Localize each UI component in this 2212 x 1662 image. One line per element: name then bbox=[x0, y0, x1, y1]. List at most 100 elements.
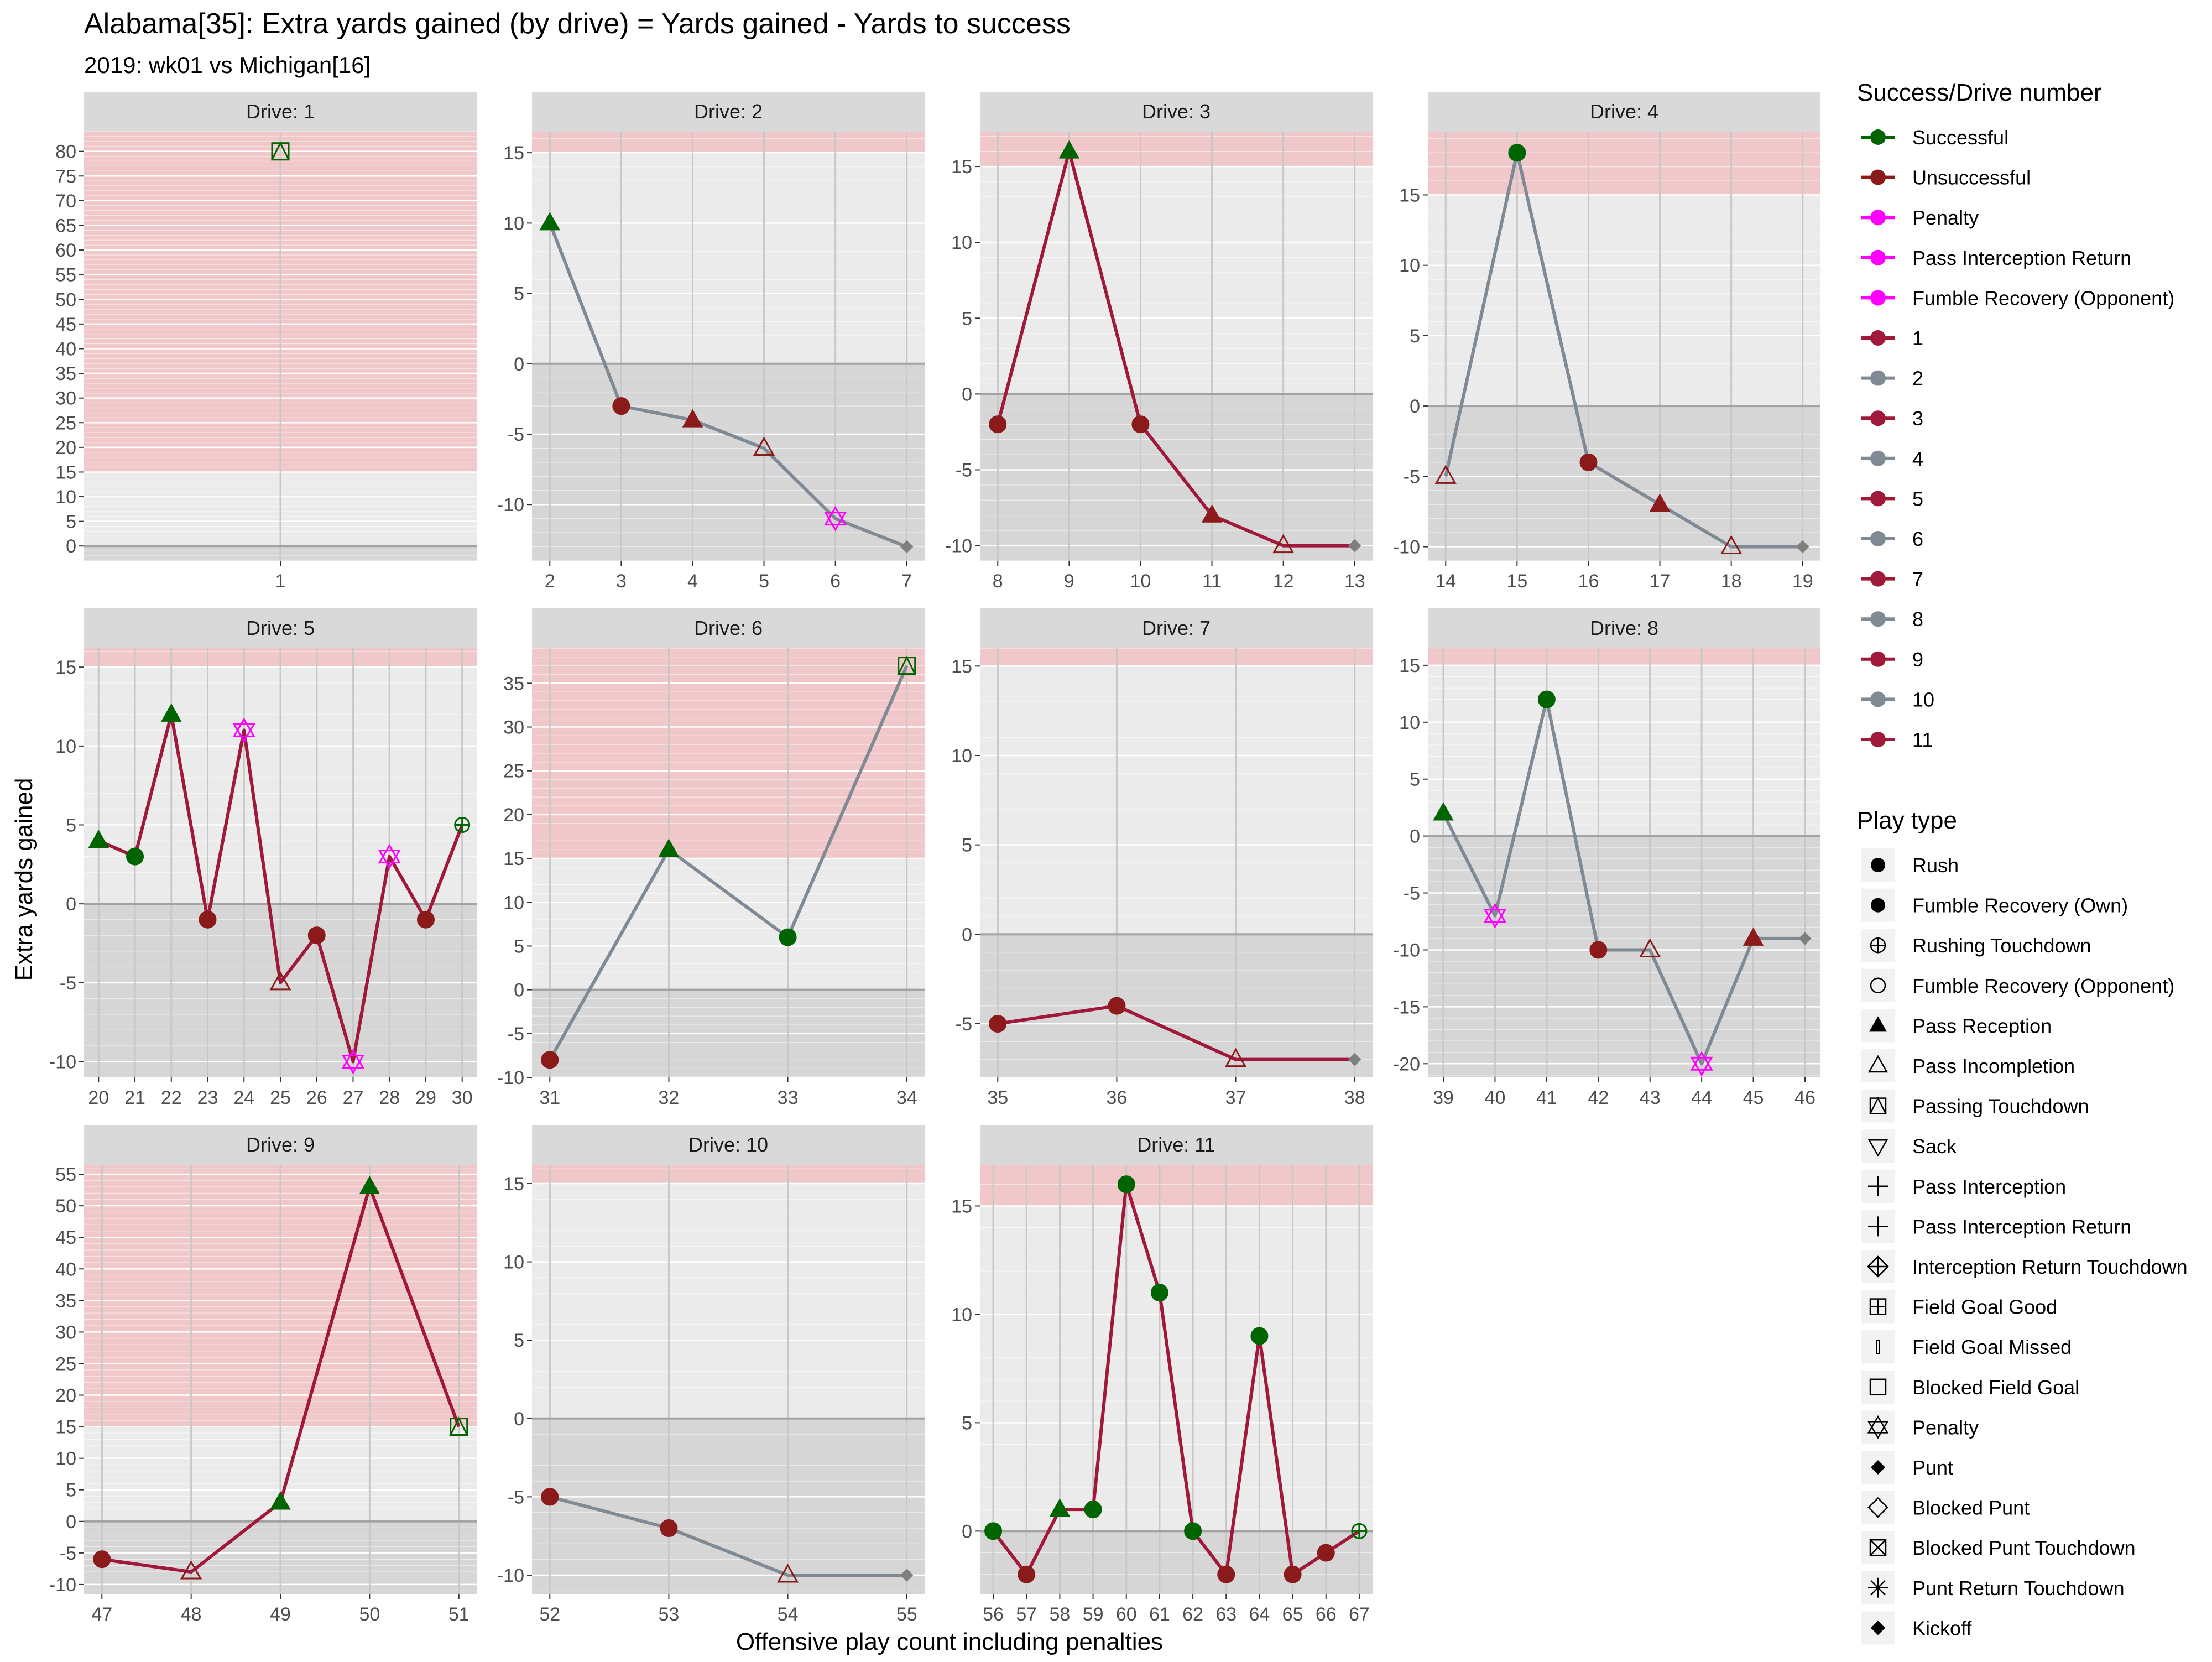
data-point bbox=[824, 506, 847, 532]
facet-strip bbox=[980, 92, 1373, 132]
x-tick-label: 33 bbox=[778, 1087, 799, 1108]
facet-panel-3: Drive: 3 -10 -5 0 5 10 15 8 9 10 11 12 13 bbox=[945, 92, 1373, 592]
data-point bbox=[1250, 1327, 1269, 1345]
legend-success-item: 10 bbox=[1861, 688, 1934, 711]
pass-incompletion-marker bbox=[269, 971, 291, 991]
pass-reception-marker bbox=[682, 409, 703, 428]
facet-panel-11: Drive: 11 0 5 10 15 56 57 58 59 60 61 62 63 64 65 66 67 bbox=[951, 1125, 1373, 1625]
legend-label: Passing Touchdown bbox=[1912, 1095, 2089, 1118]
x-tick-label: 42 bbox=[1588, 1087, 1609, 1108]
y-tick-label: 10 bbox=[951, 746, 972, 767]
x-tick-label: 65 bbox=[1282, 1604, 1303, 1625]
y-tick-label: 50 bbox=[55, 289, 76, 310]
rush-marker bbox=[984, 1522, 1003, 1540]
penalty-marker bbox=[378, 843, 401, 864]
y-tick-label: 10 bbox=[1399, 256, 1420, 277]
data-point bbox=[779, 928, 797, 946]
data-point bbox=[307, 926, 326, 945]
drive-line bbox=[996, 149, 1355, 548]
y-tick-label: 0 bbox=[962, 924, 972, 945]
y-tick-label: 60 bbox=[55, 240, 76, 261]
rush-marker bbox=[1018, 1565, 1036, 1583]
open-circle-icon bbox=[1870, 977, 1886, 994]
legend-success-item: Successful bbox=[1861, 126, 2008, 149]
y-tick-label: 5 bbox=[1410, 769, 1420, 790]
y-tick-label: 5 bbox=[514, 936, 524, 957]
data-point bbox=[378, 843, 401, 869]
vertical-grid bbox=[997, 132, 1356, 561]
success-zone bbox=[980, 132, 1373, 167]
x-tick-label: 21 bbox=[124, 1087, 145, 1108]
open-square-icon bbox=[1869, 1378, 1887, 1396]
legend-success-item: 2 bbox=[1861, 367, 1923, 390]
pass-reception-marker bbox=[1649, 493, 1671, 512]
y-tick-label: 15 bbox=[503, 848, 524, 869]
x-tick-label: 52 bbox=[539, 1604, 560, 1625]
y-tick-label: 0 bbox=[514, 1409, 524, 1430]
x-tick-label: 39 bbox=[1433, 1087, 1454, 1108]
success-zone bbox=[1428, 648, 1820, 665]
data-point bbox=[88, 830, 109, 848]
y-tick-label: 5 bbox=[962, 835, 972, 856]
punt-marker bbox=[900, 540, 914, 554]
legend-label: Penalty bbox=[1912, 206, 1979, 229]
data-point bbox=[1433, 802, 1454, 821]
legend-success-item: 9 bbox=[1861, 648, 1923, 671]
drive-line bbox=[1444, 151, 1803, 549]
y-tick-label: -10 bbox=[49, 1575, 76, 1596]
legend-label: Field Goal Good bbox=[1912, 1296, 2057, 1319]
y-tick-label: 30 bbox=[55, 388, 76, 409]
punt-marker bbox=[1348, 1053, 1361, 1066]
facet-strip bbox=[980, 1125, 1373, 1165]
legend-label: 6 bbox=[1912, 528, 1923, 550]
penalty-marker bbox=[341, 1049, 365, 1069]
success-zone bbox=[980, 1165, 1373, 1206]
data-point bbox=[682, 409, 703, 428]
y-tick-label: 30 bbox=[503, 717, 524, 738]
data-point bbox=[341, 1049, 365, 1075]
x-tick-label: 3 bbox=[616, 571, 627, 592]
legend-key-point bbox=[1870, 290, 1886, 306]
x-tick-label: 66 bbox=[1316, 1604, 1337, 1625]
x-tick-label: 50 bbox=[359, 1604, 380, 1625]
y-tick-label: 10 bbox=[1399, 712, 1420, 733]
filled-triangle-icon bbox=[1869, 1016, 1887, 1032]
legend-playtype-item: Rushing Touchdown bbox=[1861, 929, 2091, 962]
y-tick-label: 5 bbox=[66, 815, 76, 836]
legend-key-bg bbox=[1861, 968, 1895, 1002]
facet-strip-label: Drive: 11 bbox=[1137, 1133, 1215, 1156]
data-point bbox=[161, 703, 182, 722]
x-tick-label: 47 bbox=[91, 1604, 112, 1625]
penalty-marker bbox=[824, 506, 847, 526]
legend-label: Pass Incompletion bbox=[1912, 1055, 2075, 1077]
data-point bbox=[270, 1491, 291, 1510]
rush-marker bbox=[1217, 1565, 1235, 1583]
y-tick-label: 40 bbox=[55, 1259, 76, 1280]
x-tick-label: 41 bbox=[1536, 1087, 1557, 1108]
y-tick-label: 15 bbox=[503, 143, 524, 164]
y-tick-label: -5 bbox=[508, 1024, 524, 1045]
legend-key-bg bbox=[1861, 1491, 1895, 1524]
data-point bbox=[1348, 1053, 1361, 1066]
x-tick-label: 27 bbox=[343, 1087, 364, 1108]
legend-success-item: 5 bbox=[1861, 487, 1923, 510]
data-point bbox=[1201, 504, 1223, 523]
x-tick-label: 9 bbox=[1064, 571, 1074, 592]
x-tick-label: 16 bbox=[1578, 571, 1599, 592]
y-tick-label: 5 bbox=[66, 512, 76, 533]
facet-panel-10: Drive: 10 -10 -5 0 5 10 15 52 53 54 55 bbox=[497, 1125, 925, 1625]
negative-region bbox=[1428, 836, 1820, 1077]
legend-label: 8 bbox=[1912, 608, 1923, 631]
y-tick-label: 50 bbox=[55, 1196, 76, 1217]
pass-incompletion-marker bbox=[1720, 535, 1743, 555]
legend-label: 2 bbox=[1912, 367, 1923, 390]
legend-playtype-item: Blocked Punt Touchdown bbox=[1861, 1531, 2136, 1565]
rush-marker bbox=[1284, 1565, 1302, 1583]
y-tick-label: 5 bbox=[66, 1480, 76, 1501]
rushing-touchdown-cross bbox=[455, 817, 469, 832]
legend-success-item: 8 bbox=[1861, 608, 1923, 631]
y-tick-label: -5 bbox=[60, 1543, 76, 1564]
y-tick-label: 0 bbox=[514, 354, 524, 375]
y-tick-label: 0 bbox=[962, 1521, 972, 1542]
